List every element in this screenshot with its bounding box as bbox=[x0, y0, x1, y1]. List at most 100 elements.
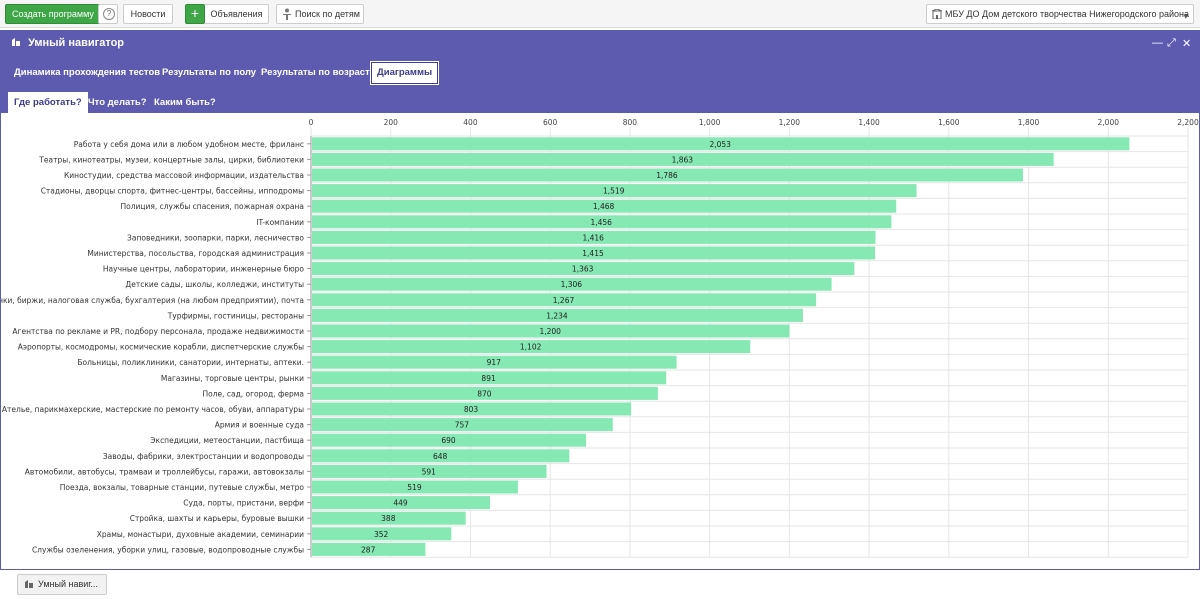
category-label: Аэропорты, космодромы, космические кораб… bbox=[18, 343, 304, 352]
category-label: Стройка, шахты и карьеры, буровые вышки bbox=[130, 514, 304, 523]
category-label: Заводы, фабрики, электростанции и водопр… bbox=[103, 452, 304, 461]
tab-test-dynamics[interactable]: Динамика прохождения тестов bbox=[14, 67, 161, 78]
category-label: Автомобили, автобусы, трамваи и троллейб… bbox=[25, 467, 304, 476]
window-header: Умный навигатор — ⤢ ✕ Динамика прохожден… bbox=[1, 31, 1199, 113]
category-label: Больницы, поликлиники, санатории, интерн… bbox=[77, 358, 304, 367]
bar bbox=[312, 293, 817, 307]
x-tick-label: 1,000 bbox=[699, 118, 721, 127]
bar-value-label: 287 bbox=[361, 545, 376, 554]
building-icon bbox=[932, 9, 942, 19]
bar bbox=[312, 496, 490, 510]
category-label: Киностудии, средства массовой информации… bbox=[64, 171, 304, 180]
x-tick-label: 0 bbox=[309, 118, 314, 127]
bar-value-label: 1,102 bbox=[520, 343, 542, 352]
category-label: Службы озеленения, уборки улиц, газовые,… bbox=[32, 545, 304, 554]
child-search-button[interactable]: Поиск по детям bbox=[276, 4, 364, 24]
bar bbox=[312, 308, 803, 322]
category-label: Министерства, посольства, городская адми… bbox=[87, 249, 304, 258]
smart-navigator-window: Умный навигатор — ⤢ ✕ Динамика прохожден… bbox=[0, 30, 1200, 570]
tab-results-by-gender[interactable]: Результаты по полу bbox=[162, 67, 257, 78]
x-tick-label: 1,800 bbox=[1018, 118, 1040, 127]
bar bbox=[312, 184, 917, 198]
bar bbox=[312, 433, 587, 447]
bar-value-label: 519 bbox=[407, 483, 422, 492]
child-search-label: Поиск по детям bbox=[295, 9, 360, 19]
news-button[interactable]: Новости bbox=[123, 4, 173, 24]
bar-value-label: 388 bbox=[381, 514, 396, 523]
bar-value-label: 757 bbox=[455, 421, 470, 430]
bar-value-label: 1,267 bbox=[553, 296, 575, 305]
bar bbox=[312, 199, 897, 213]
bar bbox=[312, 542, 426, 556]
bar-chart: 0 200 400 600 800 1,000 1,200 1,400 1,600 1,800 2,… bbox=[0, 118, 1199, 558]
x-tick-label: 600 bbox=[543, 118, 558, 127]
subtab-where-to-work[interactable]: Где работать? bbox=[8, 92, 88, 113]
tab-diagrams[interactable]: Диаграммы bbox=[369, 61, 440, 85]
x-tick-label: 800 bbox=[623, 118, 638, 127]
bar-value-label: 1,234 bbox=[546, 311, 568, 320]
bar-value-label: 1,416 bbox=[582, 233, 604, 242]
category-label: Работа у себя дома или в любом удобном м… bbox=[74, 140, 304, 149]
organization-selector[interactable]: МБУ ДО Дом детского творчества Нижегород… bbox=[926, 4, 1194, 24]
child-search-icon bbox=[283, 8, 291, 20]
maximize-icon[interactable]: ⤢ bbox=[1167, 37, 1176, 49]
bar bbox=[312, 355, 677, 369]
x-tick-label: 1,400 bbox=[858, 118, 880, 127]
x-tick-label: 1,600 bbox=[938, 118, 960, 127]
bar-value-label: 1,200 bbox=[539, 327, 561, 336]
chart-area: 0 200 400 600 800 1,000 1,200 1,400 1,600 1,800 2,… bbox=[0, 113, 1199, 569]
taskbar-smart-navigator[interactable]: Умный навиг... bbox=[17, 574, 107, 595]
plus-icon: + bbox=[190, 5, 200, 21]
category-label: Полиция, службы спасения, пожарная охран… bbox=[120, 202, 304, 211]
bar bbox=[312, 480, 518, 494]
bar-value-label: 870 bbox=[477, 389, 492, 398]
category-label: IT-компании bbox=[256, 218, 304, 227]
bar-value-label: 891 bbox=[481, 374, 496, 383]
bar-value-label: 2,053 bbox=[709, 140, 731, 149]
taskbar-label: Умный навиг... bbox=[38, 579, 98, 589]
bar-value-label: 1,519 bbox=[603, 187, 625, 196]
bar bbox=[312, 449, 570, 463]
bar bbox=[312, 168, 1023, 182]
bar bbox=[312, 324, 790, 338]
x-tick-label: 2,200 bbox=[1177, 118, 1199, 127]
x-tick-label: 200 bbox=[384, 118, 399, 127]
bar bbox=[312, 152, 1054, 166]
navigator-icon bbox=[25, 580, 33, 588]
category-label: Банки, биржи, налоговая служба, бухгалте… bbox=[1, 296, 304, 305]
chevron-down-icon: ▾ bbox=[1183, 11, 1188, 21]
category-label: Армия и военные суда bbox=[215, 421, 304, 430]
close-icon[interactable]: ✕ bbox=[1182, 38, 1192, 50]
bar-value-label: 352 bbox=[374, 530, 389, 539]
help-icon: ? bbox=[103, 8, 115, 20]
window-title: Умный навигатор bbox=[11, 37, 124, 49]
bar-value-label: 1,306 bbox=[561, 280, 583, 289]
create-program-button[interactable]: Создать программу bbox=[5, 4, 101, 24]
help-button[interactable]: ? bbox=[98, 4, 118, 24]
bar-value-label: 1,415 bbox=[582, 249, 604, 258]
category-label: Научные центры, лаборатории, инженерные … bbox=[103, 265, 305, 274]
subtab-what-to-do[interactable]: Что делать? bbox=[88, 97, 147, 108]
category-label: Турфирмы, гостиницы, рестораны bbox=[167, 311, 304, 320]
category-label: Театры, кинотеатры, музеи, концертные за… bbox=[38, 155, 304, 164]
bar-value-label: 1,786 bbox=[656, 171, 678, 180]
announcements-button[interactable]: Объявления bbox=[205, 4, 269, 24]
bar-value-label: 1,363 bbox=[572, 265, 594, 274]
organization-label: МБУ ДО Дом детского творчества Нижегород… bbox=[945, 9, 1189, 19]
category-label: Экспедиции, метеостанции, пастбища bbox=[150, 436, 304, 445]
minimize-icon[interactable]: — bbox=[1152, 37, 1163, 49]
bar-value-label: 648 bbox=[433, 452, 448, 461]
bar bbox=[312, 418, 613, 432]
category-label: Поезда, вокзалы, товарные станции, путев… bbox=[60, 483, 305, 492]
tab-results-by-age[interactable]: Результаты по возрасту bbox=[261, 67, 376, 78]
category-label: Агентства по рекламе и PR, подбору персо… bbox=[12, 327, 304, 336]
bar-value-label: 1,456 bbox=[590, 218, 612, 227]
navigator-icon bbox=[12, 38, 20, 46]
bar bbox=[312, 340, 751, 354]
bar-value-label: 449 bbox=[393, 499, 408, 508]
subtab-who-to-be[interactable]: Каким быть? bbox=[154, 97, 216, 108]
x-tick-label: 1,200 bbox=[779, 118, 801, 127]
add-announcement-button[interactable]: + bbox=[185, 4, 205, 24]
bar bbox=[312, 527, 452, 541]
bar-value-label: 591 bbox=[422, 467, 437, 476]
